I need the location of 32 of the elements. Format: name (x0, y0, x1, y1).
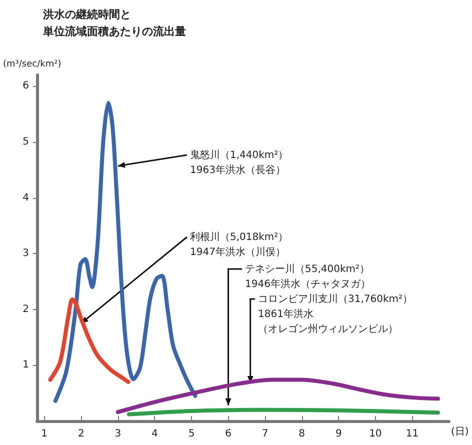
annotation: テネシー川（55,400km²） (245, 263, 370, 275)
line-series (48, 297, 130, 384)
y-tick-label: 3 (22, 248, 29, 260)
chart-subtitle: 単位流域面積あたりの流出量 (42, 25, 186, 38)
x-tick-label: 4 (152, 428, 158, 440)
annotation: 1861年洪水 (258, 308, 314, 320)
chart-title: 洪水の継続時間と (42, 8, 131, 21)
x-axis-title: (日) (451, 426, 469, 438)
y-axis-title: (m³/sec/km²) (3, 60, 62, 70)
y-tick-label: 4 (22, 192, 29, 204)
y-tick-label: 6 (22, 80, 29, 92)
x-tick-label: 7 (262, 428, 268, 440)
annotation: 1947年洪水（川俣） (190, 246, 286, 258)
line-series (116, 378, 440, 414)
y-tick-label: 1 (22, 360, 29, 371)
x-tick-label: 5 (188, 428, 195, 440)
annotation: 1946年洪水（チャタヌガ） (245, 278, 370, 290)
x-tick-label: 3 (114, 428, 122, 440)
x-tick-label: 10 (369, 428, 382, 440)
x-tick-label: 6 (225, 428, 232, 440)
annotation: 利根川（5,018km²） (190, 231, 288, 243)
y-tick-label: 2 (22, 304, 29, 315)
x-tick-label: 11 (406, 428, 419, 440)
annotation: （オレゴン州ウィルソンビル） (258, 323, 398, 335)
annotation: 鬼怒川（1,440km²） (190, 149, 288, 161)
x-tick-label: 1 (41, 428, 48, 440)
annotation: コロンビア川支川（31,760km²） (258, 293, 413, 305)
x-tick-label: 2 (78, 428, 84, 440)
y-tick-label: 5 (22, 136, 29, 148)
annotation: 1963年洪水（長谷） (190, 164, 286, 176)
x-tick-label: 8 (298, 428, 306, 440)
x-tick-label: 9 (335, 428, 342, 440)
